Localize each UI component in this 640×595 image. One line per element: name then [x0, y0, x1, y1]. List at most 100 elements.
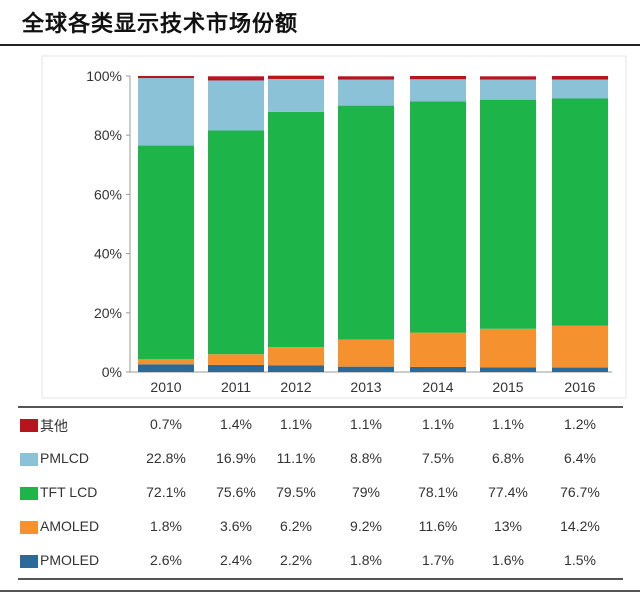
x-tick-label: 2012: [280, 379, 311, 395]
bar-segment-pmlcd: [338, 79, 394, 106]
x-tick-label: 2013: [350, 379, 381, 395]
bar-segment-其他: [208, 76, 264, 81]
bar-segment-pmlcd: [268, 78, 324, 112]
table-cell: 78.1%: [418, 484, 458, 500]
table-cell: 6.8%: [492, 450, 524, 466]
table-cell: 1.2%: [564, 416, 596, 432]
y-tick-label: 40%: [94, 246, 122, 262]
legend-swatch: [20, 419, 38, 432]
bar-segment-pmlcd: [552, 79, 608, 99]
table-cell: 9.2%: [350, 518, 382, 534]
y-tick-label: 100%: [86, 68, 122, 84]
bar-segment-tft-lcd: [480, 99, 536, 329]
table-cell: 22.8%: [146, 450, 186, 466]
table-cell: 1.1%: [492, 416, 524, 432]
table-cell: 1.1%: [422, 416, 454, 432]
table-cell: 8.8%: [350, 450, 382, 466]
bar-segment-tft-lcd: [552, 98, 608, 326]
legend-swatch: [20, 555, 38, 568]
bar-segment-tft-lcd: [338, 105, 394, 340]
bar-segment-pmoled: [410, 366, 466, 372]
bar-segment-其他: [410, 76, 466, 80]
table-cell: 1.8%: [350, 552, 382, 568]
x-tick-label: 2010: [150, 379, 181, 395]
bar-segment-amoled: [480, 328, 536, 368]
bar-segment-tft-lcd: [208, 130, 264, 355]
bar-segment-其他: [138, 76, 194, 79]
table-cell: 11.1%: [276, 450, 316, 466]
table-cell: 1.4%: [220, 416, 252, 432]
bar-segment-其他: [338, 76, 394, 80]
legend-label: TFT LCD: [40, 484, 98, 500]
bar-segment-其他: [552, 76, 608, 80]
table-cell: 72.1%: [146, 484, 186, 500]
table-cell: 14.2%: [560, 518, 600, 534]
legend-label: PMOLED: [40, 552, 100, 568]
bar-segment-pmoled: [268, 365, 324, 372]
bar-segment-amoled: [208, 354, 264, 365]
bar-segment-pmoled: [338, 366, 394, 372]
table-cell: 6.4%: [564, 450, 596, 466]
bar-segment-amoled: [138, 358, 194, 365]
table-cell: 16.9%: [216, 450, 256, 466]
legend-swatch: [20, 521, 38, 534]
chart-title: 全球各类显示技术市场份额: [22, 12, 299, 37]
x-tick-label: 2016: [564, 379, 595, 395]
bar-segment-其他: [480, 76, 536, 80]
title-divider: [0, 44, 640, 46]
table-rule: [0, 590, 640, 592]
legend-swatch: [20, 487, 38, 500]
table-cell: 1.7%: [422, 552, 454, 568]
table-cell: 0.7%: [150, 416, 182, 432]
bar-segment-pmlcd: [410, 79, 466, 102]
bar-segment-amoled: [410, 332, 466, 367]
table-cell: 1.6%: [492, 552, 524, 568]
y-tick-label: 80%: [94, 127, 122, 143]
table-cell: 3.6%: [220, 518, 252, 534]
x-tick-label: 2014: [422, 379, 453, 395]
bar-segment-pmoled: [552, 367, 608, 372]
table-cell: 1.1%: [350, 416, 382, 432]
legend-label: 其他: [40, 418, 68, 434]
bar-segment-tft-lcd: [268, 111, 324, 348]
bar-segment-pmlcd: [480, 79, 536, 100]
table-rule: [18, 406, 623, 408]
chart-frame: [41, 55, 627, 399]
table-cell: 79.5%: [276, 484, 316, 500]
bar-segment-tft-lcd: [138, 145, 194, 359]
table-cell: 2.4%: [220, 552, 252, 568]
table-cell: 2.2%: [280, 552, 312, 568]
bar-segment-tft-lcd: [410, 101, 466, 333]
table-cell: 75.6%: [216, 484, 256, 500]
bar-segment-pmoled: [480, 367, 536, 372]
bar-segment-其他: [268, 75, 324, 79]
x-tick-label: 2015: [492, 379, 523, 395]
table-cell: 1.8%: [150, 518, 182, 534]
y-tick-label: 0%: [102, 364, 122, 380]
legend-swatch: [20, 453, 38, 466]
table-cell: 76.7%: [560, 484, 600, 500]
y-tick-label: 20%: [94, 305, 122, 321]
table-cell: 11.6%: [418, 518, 458, 534]
bar-segment-pmoled: [208, 364, 264, 372]
table-cell: 2.6%: [150, 552, 182, 568]
bar-segment-pmoled: [138, 364, 194, 372]
table-cell: 79%: [351, 484, 381, 500]
bar-segment-pmlcd: [208, 80, 264, 131]
table-cell: 7.5%: [422, 450, 454, 466]
bar-segment-amoled: [552, 325, 608, 368]
legend-label: PMLCD: [40, 450, 90, 466]
x-tick-label: 2011: [221, 379, 251, 395]
table-cell: 77.4%: [488, 484, 528, 500]
legend-label: AMOLED: [40, 518, 100, 534]
y-tick-label: 60%: [94, 186, 122, 202]
bar-segment-pmlcd: [138, 78, 194, 146]
table-cell: 6.2%: [280, 518, 312, 534]
table-cell: 13%: [493, 518, 523, 534]
table-rule: [18, 578, 623, 580]
table-cell: 1.5%: [564, 552, 596, 568]
bar-segment-amoled: [338, 339, 394, 367]
bar-segment-amoled: [268, 347, 324, 366]
table-cell: 1.1%: [280, 416, 312, 432]
